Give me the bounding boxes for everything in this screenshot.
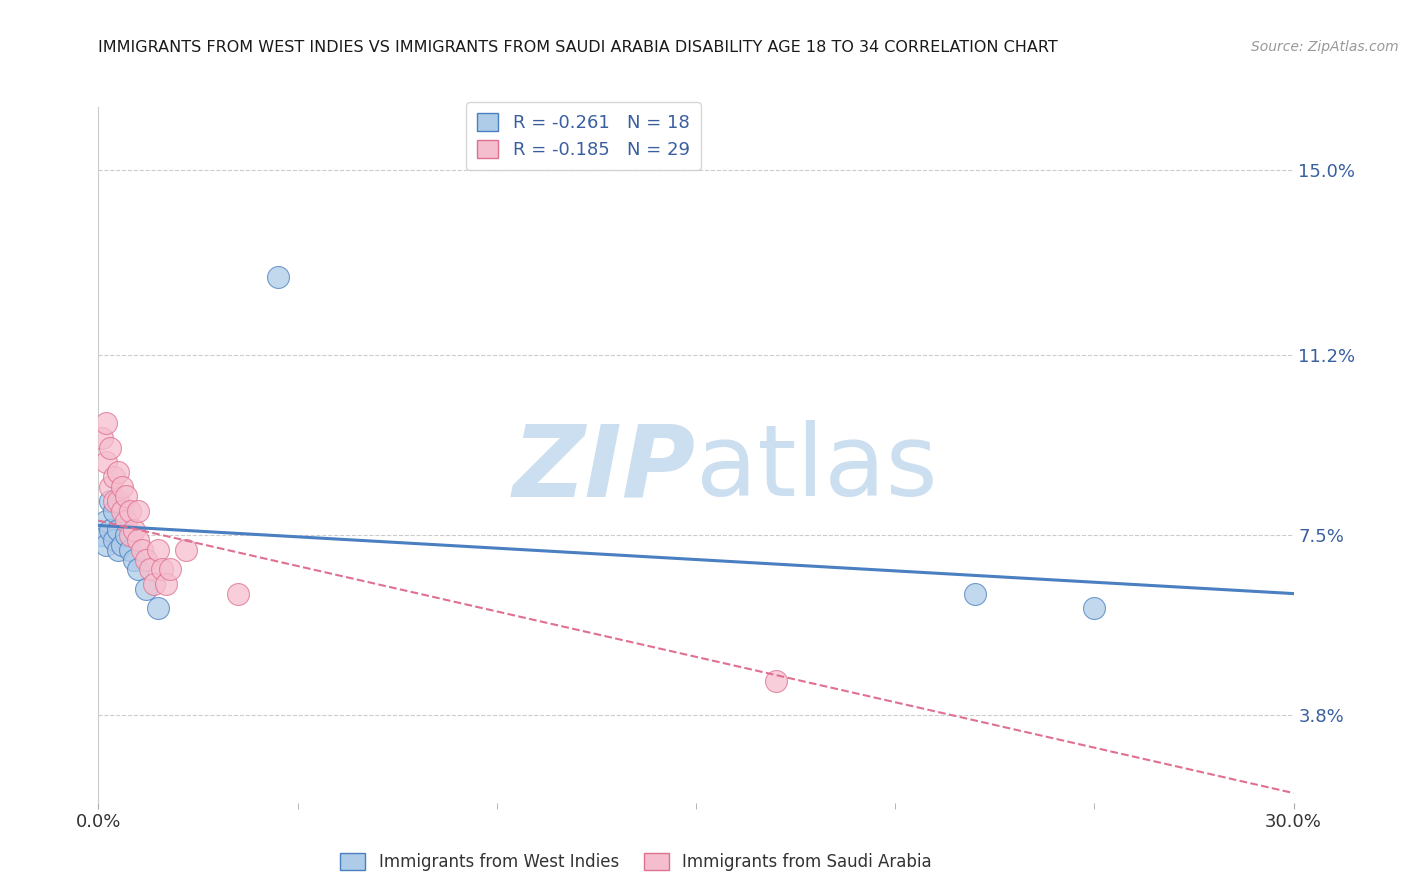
Point [120,542,142,557]
Point [103,533,125,547]
Point [96,417,118,431]
Point [107,542,129,557]
Point [127,562,149,576]
Point [111,504,134,518]
Legend: Immigrants from West Indies, Immigrants from Saudi Arabia: Immigrants from West Indies, Immigrants … [333,847,939,878]
Point [155,577,177,591]
Point [96,538,118,552]
Point [100,524,122,538]
Point [963,586,986,600]
Point [115,514,138,528]
Point [124,552,146,566]
Point [127,533,149,547]
Point [96,514,118,528]
Text: IMMIGRANTS FROM WEST INDIES VS IMMIGRANTS FROM SAUDI ARABIA DISABILITY AGE 18 TO: IMMIGRANTS FROM WEST INDIES VS IMMIGRANT… [98,40,1059,55]
Point [91,431,114,445]
Point [135,582,157,596]
Point [100,479,122,493]
Point [124,524,146,538]
Point [1083,601,1105,615]
Point [131,542,153,557]
Point [143,577,166,591]
Point [111,538,134,552]
Point [159,562,181,576]
Point [150,562,173,576]
Text: Source: ZipAtlas.com: Source: ZipAtlas.com [1251,40,1399,54]
Point [267,270,290,285]
Point [100,441,122,455]
Point [91,528,114,542]
Point [765,674,787,689]
Point [120,528,142,542]
Point [107,494,129,508]
Point [107,524,129,538]
Point [103,494,125,508]
Point [103,504,125,518]
Point [127,504,149,518]
Point [148,542,170,557]
Point [115,489,138,503]
Point [107,465,129,479]
Text: ZIP: ZIP [513,420,696,517]
Point [148,601,170,615]
Point [103,470,125,484]
Text: atlas: atlas [696,420,938,517]
Point [135,552,157,566]
Point [111,479,134,493]
Point [139,562,162,576]
Point [226,586,249,600]
Point [115,528,138,542]
Point [120,504,142,518]
Point [96,455,118,469]
Point [100,494,122,508]
Point [174,542,197,557]
